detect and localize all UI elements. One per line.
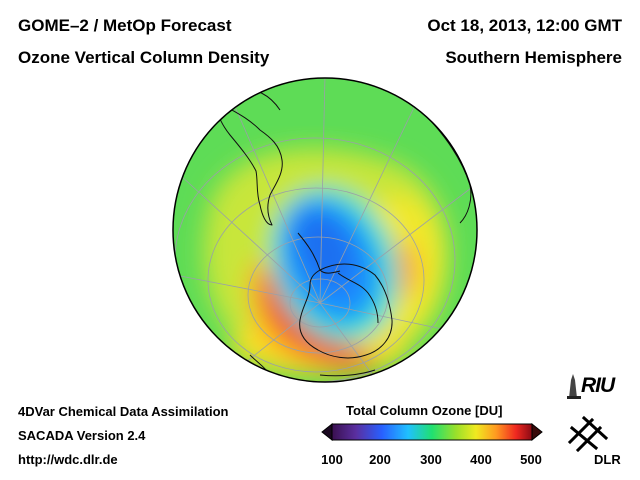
colorbar-tick-200: 200 xyxy=(369,452,391,467)
colorbar xyxy=(321,422,543,442)
colorbar-low-arrow xyxy=(321,422,333,442)
colorbar-high-arrow xyxy=(531,422,543,442)
australia-coast xyxy=(319,369,376,377)
footer-url[interactable]: http://wdc.dlr.de xyxy=(18,452,118,467)
title-instrument: GOME–2 / MetOp Forecast xyxy=(18,16,232,35)
ozone-globe-map xyxy=(172,77,478,383)
dlr-logo: DLR xyxy=(594,452,621,467)
title-region: Southern Hemisphere xyxy=(445,48,622,67)
colorbar-tick-500: 500 xyxy=(520,452,542,467)
south-america-coast xyxy=(214,99,283,226)
dlr-logo-mark xyxy=(567,415,609,452)
title-datetime: Oct 18, 2013, 12:00 GMT xyxy=(427,16,622,35)
ozone-hole-deep xyxy=(296,212,354,288)
riu-logo: RIU xyxy=(581,374,615,397)
colorbar-tick-100: 100 xyxy=(321,452,343,467)
footer-version: SACADA Version 2.4 xyxy=(18,428,146,443)
title-quantity: Ozone Vertical Column Density xyxy=(18,48,270,67)
ozone-peak-red xyxy=(263,270,375,363)
globe-rim xyxy=(172,77,478,383)
colorbar-tick-400: 400 xyxy=(470,452,492,467)
weddell-coast xyxy=(337,272,379,324)
colorbar-tick-300: 300 xyxy=(420,452,442,467)
antarctica-coast xyxy=(299,263,393,359)
colorbar-gradient xyxy=(331,423,533,441)
colorbar-title: Total Column Ozone [DU] xyxy=(346,403,503,418)
riu-logo-mark xyxy=(567,374,581,399)
footer-method: 4DVar Chemical Data Assimilation xyxy=(18,404,229,419)
